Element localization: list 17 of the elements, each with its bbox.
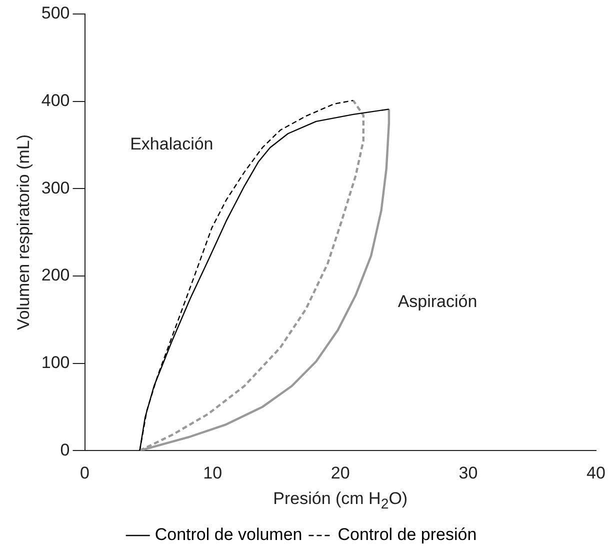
annotation: Aspiración: [398, 292, 478, 311]
y-tick-label: 100: [41, 352, 70, 372]
annotation: Exhalación: [130, 134, 214, 154]
x-tick-label: 0: [80, 463, 90, 482]
legend-label: Control de presión: [338, 525, 477, 544]
y-tick-label: 300: [41, 178, 70, 198]
x-tick-label: 10: [203, 463, 222, 482]
legend-label: Control de volumen: [154, 525, 302, 544]
x-tick-label: 30: [458, 463, 478, 482]
x-tick-label: 20: [330, 463, 350, 482]
y-tick-label: 500: [41, 4, 70, 23]
x-tick-label: 40: [586, 463, 606, 482]
y-axis-title: Volumen respiratorio (mL): [14, 134, 33, 330]
x-axis-title: Presión (cm H$_{2}$O): [273, 489, 408, 512]
y-tick-label: 400: [41, 91, 70, 110]
y-tick-label: 0: [60, 440, 70, 460]
y-tick-label: 200: [41, 266, 70, 285]
